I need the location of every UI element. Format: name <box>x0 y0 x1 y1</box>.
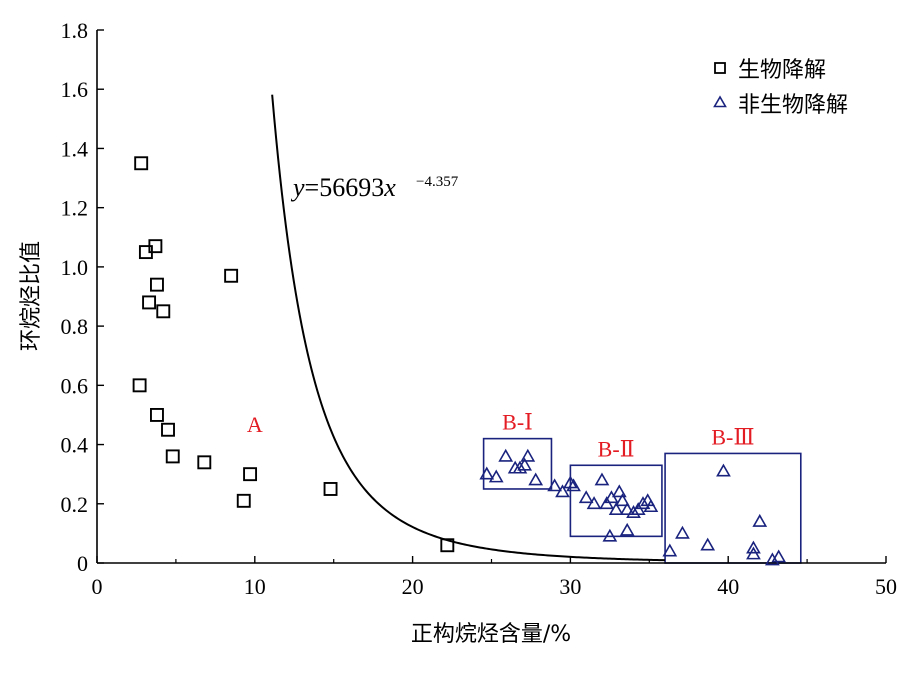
x-tick-label: 50 <box>875 574 897 599</box>
point-non-biodegraded <box>528 472 544 486</box>
point-biodegraded <box>134 156 149 171</box>
point-non-biodegraded <box>547 478 562 492</box>
x-tick-label: 0 <box>92 574 103 599</box>
point-biodegraded <box>243 467 258 482</box>
point-non-biodegraded <box>586 496 602 510</box>
point-biodegraded <box>132 378 147 393</box>
cluster-box-1 <box>482 437 553 490</box>
point-non-biodegraded <box>675 525 690 539</box>
point-non-biodegraded <box>520 448 536 462</box>
y-ticks: 0 0.2 0.4 0.6 0.8 1.0 1.2 1.4 1.6 1.8 <box>61 18 104 576</box>
y-tick-label: 0.2 <box>61 492 89 517</box>
point-biodegraded <box>236 493 251 508</box>
legend-triangle-marker <box>713 95 727 108</box>
region-label-1: B-Ⅰ <box>502 410 533 435</box>
y-tick-label: 1.8 <box>61 18 89 43</box>
point-biodegraded <box>197 455 212 470</box>
y-tick-label: 0 <box>77 551 88 576</box>
y-tick-label: 1.2 <box>61 196 89 221</box>
point-non-biodegraded <box>512 460 528 474</box>
point-non-biodegraded <box>635 496 651 510</box>
y-axis-label: 环烷烃比值 <box>19 241 44 351</box>
point-non-biodegraded <box>716 463 731 477</box>
y-tick-label: 1.0 <box>61 255 89 280</box>
y-tick-label: 0.8 <box>61 314 89 339</box>
point-non-biodegraded <box>662 543 678 557</box>
point-non-biodegraded <box>615 493 630 507</box>
legend: 生物降解 非生物降解 <box>713 58 848 118</box>
x-tick-label: 20 <box>402 574 424 599</box>
point-non-biodegraded <box>517 457 533 471</box>
point-non-biodegraded <box>771 549 787 563</box>
region-label-0: A <box>247 412 263 437</box>
point-non-biodegraded <box>619 502 635 516</box>
region-label-3: B-Ⅲ <box>711 424 754 449</box>
y-tick-label: 1.6 <box>61 77 89 102</box>
point-non-biodegraded <box>765 552 780 566</box>
fit-curve <box>271 94 666 562</box>
region-label-2: B-Ⅱ <box>598 436 635 461</box>
x-tick-label: 40 <box>717 574 739 599</box>
fit-exponent: −4.357 <box>416 174 459 190</box>
point-biodegraded <box>142 295 157 310</box>
point-biodegraded <box>323 482 338 496</box>
y-tick-label: 1.4 <box>61 136 89 161</box>
point-non-biodegraded <box>578 490 594 504</box>
point-non-biodegraded <box>498 448 514 462</box>
cluster-box-2 <box>569 464 663 538</box>
point-non-biodegraded <box>643 499 659 513</box>
point-non-biodegraded <box>555 484 570 498</box>
point-non-biodegraded <box>746 546 761 560</box>
point-biodegraded <box>150 277 164 292</box>
point-biodegraded <box>165 449 180 464</box>
point-non-biodegraded <box>563 475 578 489</box>
x-tick-label: 10 <box>244 574 266 599</box>
point-non-biodegraded <box>700 537 716 551</box>
point-non-biodegraded <box>611 484 627 498</box>
x-tick-label: 30 <box>559 574 581 599</box>
point-non-biodegraded <box>488 469 504 483</box>
data-points <box>132 156 787 566</box>
point-non-biodegraded <box>626 505 641 518</box>
point-non-biodegraded <box>479 466 495 480</box>
legend-label-non-biodegraded: 非生物降解 <box>738 93 848 118</box>
point-biodegraded <box>440 538 455 553</box>
point-non-biodegraded <box>594 472 610 486</box>
x-ticks: 0 10 20 30 40 50 <box>92 556 897 599</box>
point-non-biodegraded <box>752 513 768 527</box>
legend-label-biodegraded: 生物降解 <box>738 58 826 83</box>
point-non-biodegraded <box>746 540 761 554</box>
legend-square-marker <box>714 62 726 74</box>
point-biodegraded <box>156 304 171 319</box>
x-axis-label: 正构烷烃含量/% <box>411 622 571 647</box>
cluster-box-3 <box>664 452 802 564</box>
point-biodegraded <box>161 422 175 437</box>
point-biodegraded <box>148 239 163 254</box>
y-tick-label: 0.4 <box>61 433 89 458</box>
point-non-biodegraded <box>602 528 618 542</box>
y-tick-label: 0.6 <box>61 373 89 398</box>
point-non-biodegraded <box>619 522 635 536</box>
point-biodegraded <box>150 407 164 422</box>
point-biodegraded <box>224 268 239 283</box>
fit-equation: y=56693x <box>290 173 396 202</box>
point-non-biodegraded <box>608 502 624 516</box>
point-non-biodegraded <box>566 478 581 492</box>
region-labels: A B-Ⅰ B-Ⅱ B-Ⅲ <box>247 410 755 462</box>
